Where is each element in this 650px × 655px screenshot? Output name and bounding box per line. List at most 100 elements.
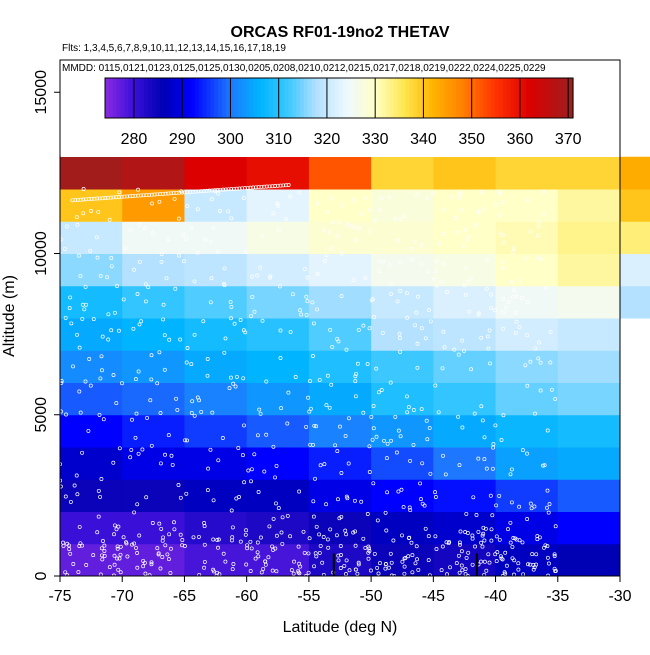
track-point bbox=[310, 354, 315, 358]
track-point bbox=[182, 259, 186, 264]
track-point bbox=[74, 473, 79, 478]
track-point bbox=[222, 266, 227, 271]
track-point bbox=[321, 572, 326, 577]
track-point bbox=[267, 184, 272, 189]
track-point bbox=[275, 183, 280, 188]
track-point bbox=[280, 515, 285, 520]
track-point bbox=[366, 556, 371, 561]
chart-title: ORCAS RF01-19no2 THETAV bbox=[231, 24, 450, 41]
track-point bbox=[59, 409, 63, 414]
track-point bbox=[164, 276, 169, 281]
track-point bbox=[112, 532, 116, 537]
track-point bbox=[69, 321, 74, 326]
heatmap-cell bbox=[246, 414, 310, 448]
track-point bbox=[398, 260, 403, 265]
track-point bbox=[97, 196, 102, 201]
track-point bbox=[498, 554, 503, 559]
track-point bbox=[368, 229, 373, 234]
track-point bbox=[122, 194, 127, 199]
track-point bbox=[155, 192, 160, 197]
track-point bbox=[252, 452, 257, 457]
track-point bbox=[166, 557, 171, 562]
track-point bbox=[162, 333, 167, 338]
heatmap-cell bbox=[495, 156, 559, 190]
track-point bbox=[398, 349, 403, 354]
track-point bbox=[327, 230, 332, 235]
track-point bbox=[230, 525, 235, 530]
track-point bbox=[517, 504, 522, 509]
plot-frame bbox=[59, 59, 621, 577]
track-point bbox=[140, 447, 145, 452]
track-point bbox=[249, 479, 253, 484]
heatmap-cell bbox=[246, 156, 310, 190]
track-point bbox=[144, 495, 149, 500]
track-point bbox=[482, 206, 487, 211]
heatmap-cell bbox=[557, 414, 621, 448]
track-point bbox=[311, 442, 316, 447]
track-point bbox=[458, 542, 462, 547]
track-point bbox=[271, 444, 276, 449]
track-point bbox=[336, 553, 341, 558]
track-point bbox=[195, 250, 200, 255]
track-point bbox=[395, 299, 400, 304]
track-point bbox=[175, 407, 180, 412]
track-point bbox=[320, 560, 325, 565]
track-point bbox=[218, 209, 222, 213]
colorbar-segment bbox=[186, 78, 192, 118]
track-point bbox=[497, 537, 502, 542]
track-point bbox=[513, 310, 518, 315]
track-point bbox=[517, 538, 522, 543]
track-point bbox=[352, 498, 357, 503]
track-point bbox=[197, 398, 201, 403]
track-point bbox=[226, 209, 231, 214]
colorbar-segment bbox=[116, 78, 122, 118]
track-point bbox=[344, 494, 349, 499]
track-point bbox=[172, 520, 176, 525]
track-point bbox=[89, 196, 94, 201]
colorbar-segment bbox=[183, 78, 188, 118]
track-point bbox=[536, 340, 541, 345]
track-point bbox=[221, 187, 225, 192]
track-point bbox=[450, 194, 455, 199]
colorbar-segment bbox=[315, 78, 321, 118]
heatmap-cell bbox=[433, 350, 497, 383]
colorbar-segment bbox=[296, 78, 301, 118]
track-point bbox=[469, 367, 474, 372]
track-point bbox=[216, 458, 221, 463]
track-point bbox=[92, 196, 97, 201]
track-point bbox=[501, 413, 506, 418]
track-point bbox=[96, 209, 101, 214]
track-point bbox=[135, 292, 140, 297]
track-point bbox=[278, 183, 283, 188]
track-point bbox=[279, 530, 284, 535]
track-point bbox=[146, 285, 151, 290]
track-point bbox=[406, 536, 411, 540]
track-point bbox=[132, 541, 137, 546]
colorbar: 280 290 300 310 320 330 340 350 360 370 bbox=[104, 77, 582, 148]
colorbar-segment bbox=[257, 78, 262, 118]
heatmap-cell bbox=[246, 382, 310, 416]
track-point bbox=[530, 552, 535, 557]
colorbar-segment bbox=[225, 78, 231, 118]
heatmap-cell bbox=[308, 189, 372, 222]
track-point bbox=[231, 381, 236, 386]
heatmap-cell bbox=[371, 318, 434, 351]
track-point bbox=[457, 463, 462, 468]
track-point bbox=[68, 551, 73, 556]
track-point bbox=[476, 456, 481, 461]
colorbar-segment bbox=[167, 78, 172, 118]
colorbar-segment bbox=[233, 78, 239, 118]
track-point bbox=[136, 369, 141, 374]
track-point bbox=[327, 405, 332, 410]
track-point bbox=[549, 387, 554, 392]
track-point bbox=[264, 379, 269, 384]
track-point bbox=[553, 396, 558, 401]
track-point bbox=[472, 411, 477, 416]
track-point bbox=[167, 337, 172, 342]
heatmap-cell bbox=[557, 253, 621, 287]
colorbar-segment bbox=[171, 78, 176, 118]
heatmap-cell bbox=[246, 350, 310, 383]
track-point bbox=[338, 544, 343, 548]
track-point bbox=[260, 318, 265, 323]
track-point bbox=[220, 436, 225, 440]
